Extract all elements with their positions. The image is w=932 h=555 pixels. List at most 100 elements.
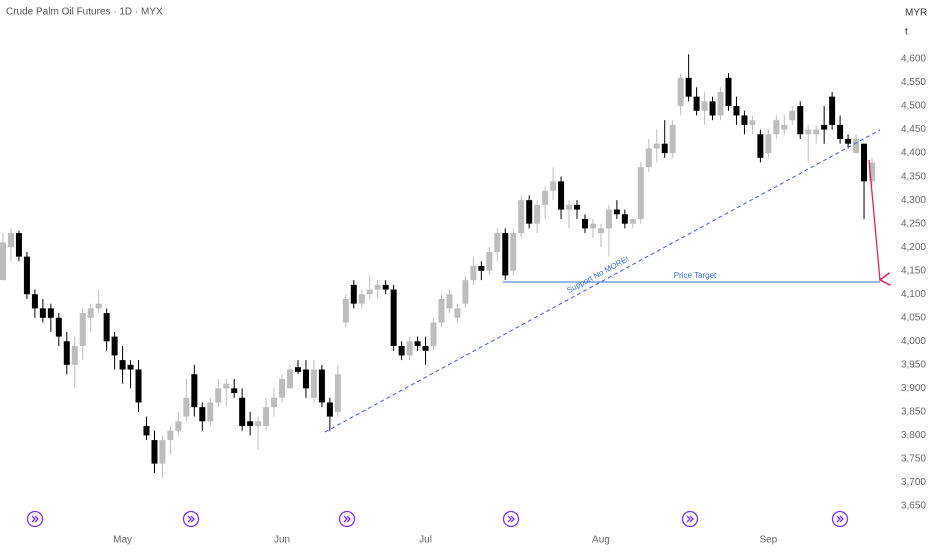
candle-body (39, 308, 46, 318)
candle-body (653, 143, 660, 149)
candle-body (342, 298, 349, 323)
candle-body (629, 218, 636, 224)
candle-body (869, 162, 875, 182)
chart-title: Crude Palm Oil Futures · 1D · MYX (6, 7, 163, 18)
candle-body (677, 77, 684, 107)
candle-body (861, 143, 868, 182)
candle-body (103, 313, 110, 342)
candle-body (534, 204, 541, 224)
candle-body (486, 251, 493, 271)
candle-body (773, 120, 780, 135)
candle-body (271, 397, 278, 408)
candle-body (765, 134, 772, 154)
candle-body (406, 341, 413, 356)
x-tick-label: Jun (274, 535, 290, 546)
currency-label: MYR (905, 8, 927, 19)
candle-body (143, 425, 150, 436)
candle-body (95, 303, 102, 309)
candle-body (853, 138, 860, 154)
candle-body (326, 402, 333, 417)
candle-body (645, 148, 652, 168)
candle-body (502, 233, 509, 276)
candle-body (350, 284, 357, 304)
y-tick-label: 4,150 (901, 265, 926, 276)
candle-body (167, 430, 174, 441)
candle-body (478, 266, 485, 271)
candle-body (247, 421, 254, 426)
candle-body (7, 233, 14, 248)
candle-body (446, 294, 453, 309)
candle-body (813, 129, 820, 135)
candle-body (63, 341, 70, 365)
candle-body (581, 218, 588, 229)
candle-body (334, 374, 341, 412)
y-tick-label: 3,650 (901, 501, 926, 512)
candle-body (55, 317, 62, 337)
candle-body (526, 200, 533, 224)
candle-body (789, 110, 796, 121)
candle-body (358, 294, 365, 304)
y-tick-label: 4,450 (901, 124, 926, 135)
candle-body (191, 374, 198, 408)
y-tick-label: 4,300 (901, 195, 926, 206)
candle-body (717, 91, 724, 116)
candle-body (111, 336, 118, 356)
candle-body (302, 369, 309, 389)
candle-body (279, 378, 286, 398)
trend-label: Support No MORE! (565, 254, 630, 295)
candle-body (223, 383, 230, 389)
y-tick-label: 3,700 (901, 477, 926, 488)
candle-body (318, 369, 325, 403)
candle-body (805, 129, 812, 135)
candle-body (550, 181, 557, 191)
candle-body (510, 233, 517, 271)
candle-body (821, 124, 828, 130)
x-tick-label: Aug (592, 535, 610, 546)
trend-line (324, 129, 881, 433)
candle-body (119, 360, 126, 370)
candle-body (239, 397, 246, 426)
candle-body (558, 181, 565, 210)
y-tick-label: 4,400 (901, 148, 926, 159)
y-tick-label: 4,000 (901, 336, 926, 347)
candle-body (31, 294, 38, 309)
candle-body (135, 369, 142, 403)
candle-body (374, 284, 381, 290)
candle-body (781, 124, 788, 130)
candle-body (414, 341, 421, 347)
candle-body (71, 346, 78, 365)
candle-body (454, 308, 461, 318)
x-tick-label: May (113, 535, 132, 546)
candle-body (709, 101, 716, 116)
candle-body (438, 298, 445, 323)
candle-body (637, 167, 644, 219)
candle-body (470, 266, 477, 281)
y-tick-label: 3,750 (901, 454, 926, 465)
y-tick-label: 4,350 (901, 171, 926, 182)
candle-body (566, 204, 573, 210)
candle-body (621, 214, 628, 224)
candle-body (79, 313, 86, 347)
candle-body (255, 421, 262, 426)
candle-body (725, 77, 732, 107)
candle-body (757, 134, 764, 158)
y-tick-label: 3,950 (901, 359, 926, 370)
target-arrow (868, 159, 880, 280)
plot-area: 3,650 3,700 3,750 3,800 3,850 3,900 3,950 4,000… (0, 54, 926, 546)
candle-body (287, 369, 294, 389)
y-tick-label: 4,500 (901, 101, 926, 112)
candle-body (366, 289, 373, 295)
candle-body (845, 138, 852, 144)
candle-body (183, 397, 190, 417)
y-tick-label: 4,100 (901, 289, 926, 300)
candle-body (733, 106, 740, 116)
candle-body (263, 407, 270, 426)
candle-body (159, 440, 166, 464)
candle-body (494, 233, 501, 252)
candle-body (574, 204, 581, 210)
candle-body (422, 346, 429, 351)
unit-label: t (905, 27, 908, 38)
candle-body (207, 402, 214, 422)
